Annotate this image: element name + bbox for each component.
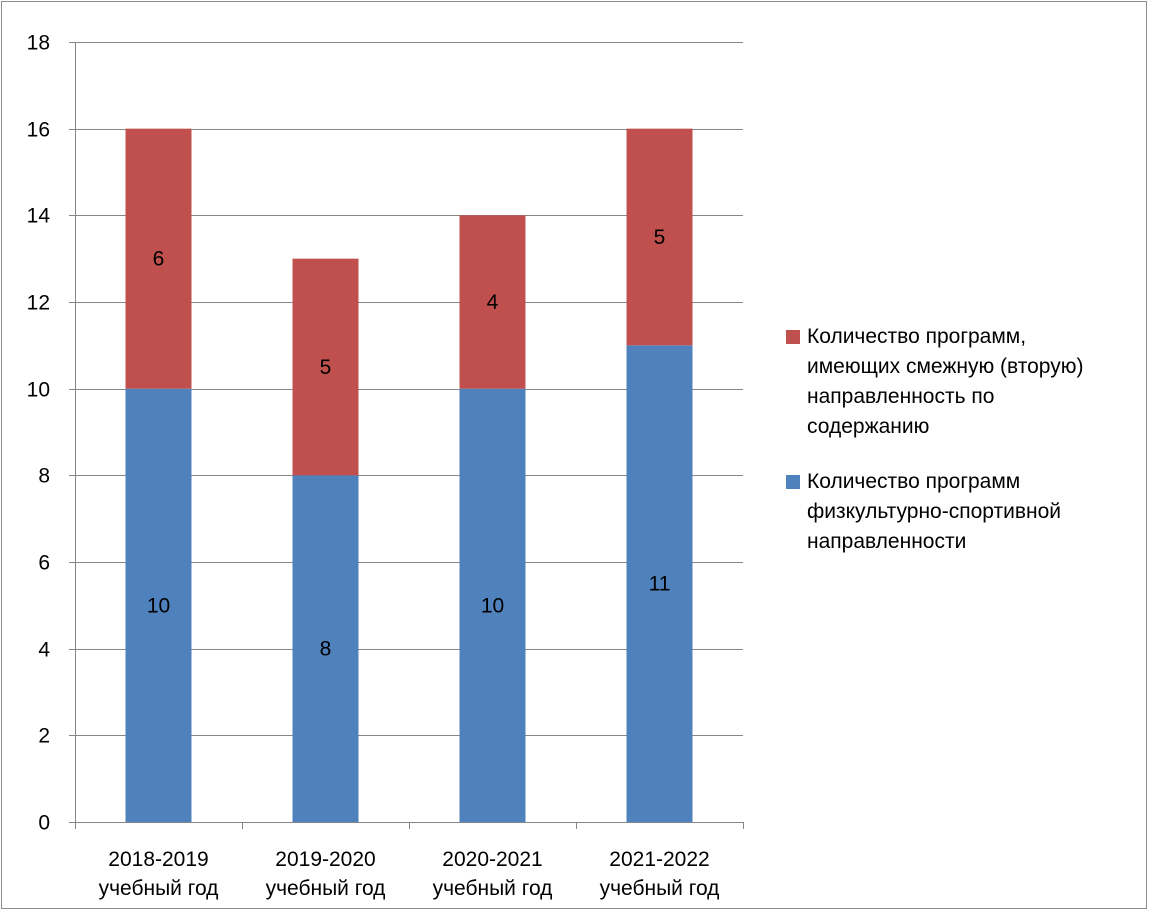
x-tick-label: 2020-2021 учебный год (433, 848, 553, 900)
y-tick-label: 6 (38, 552, 50, 575)
legend-entry: Количество программ физкультурно-спортивн… (807, 470, 1061, 553)
bar-segment (125, 388, 192, 822)
legend-swatch (786, 475, 800, 489)
data-label: 8 (320, 638, 332, 661)
bar-segment (125, 128, 192, 389)
x-tick-label: 2021-2022 учебный год (600, 848, 720, 900)
bar-segment (292, 258, 359, 476)
data-label: 5 (320, 356, 332, 379)
data-label: 4 (487, 291, 499, 314)
y-tick-label: 18 (27, 32, 50, 55)
bar-segment (626, 345, 693, 822)
bar-segment (292, 475, 359, 822)
y-tick-label: 12 (27, 292, 50, 315)
y-tick-label: 8 (38, 465, 50, 488)
bar-segment (626, 128, 693, 346)
y-tick-label: 16 (27, 119, 50, 142)
data-labels: 10 6 8 5 10 4 11 5 (147, 226, 671, 661)
y-tick-label: 14 (27, 205, 51, 228)
legend-swatch (786, 330, 800, 344)
legend: Количество программ, имеющих смежную (вто… (786, 325, 1084, 553)
x-tick-label: 2019-2020 учебный год (266, 848, 386, 900)
x-axis-ticks: 2018-2019 учебный год 2019-2020 учебный год… (75, 822, 744, 900)
legend-entry: Количество программ, имеющих смежную (вто… (807, 325, 1084, 438)
y-tick-label: 2 (38, 725, 50, 748)
y-axis-ticks: 0 2 4 6 8 10 12 14 16 18 (27, 32, 75, 835)
x-tick-label: 2018-2019 учебный год (99, 848, 219, 900)
data-label: 6 (153, 248, 165, 271)
y-tick-label: 10 (27, 379, 50, 402)
y-tick-label: 0 (38, 812, 50, 835)
y-tick-label: 4 (38, 639, 50, 662)
data-label: 5 (654, 226, 666, 249)
data-label: 10 (481, 594, 504, 617)
data-label: 10 (147, 594, 170, 617)
bars (125, 128, 693, 822)
data-label: 11 (649, 573, 671, 596)
bar-segment (459, 215, 526, 389)
bar-segment (459, 388, 526, 822)
